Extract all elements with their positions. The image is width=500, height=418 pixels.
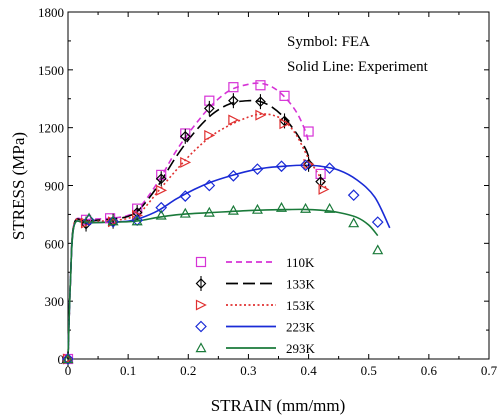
legend-label-133K: 133K bbox=[286, 277, 316, 292]
series-point-153K bbox=[279, 118, 291, 130]
series-point-293K bbox=[324, 202, 336, 213]
annotation-solid-line: Solid Line: Experiment bbox=[287, 59, 429, 75]
series-point-293K bbox=[227, 204, 239, 215]
x-tick-label: 0.3 bbox=[240, 363, 256, 378]
legend-label-110K: 110K bbox=[286, 255, 315, 270]
x-axis-ticks: 0 0.1 0.2 0.3 0.4 0.5 0.6 0.7 bbox=[65, 12, 498, 378]
series-point-223K bbox=[227, 170, 240, 182]
series-point-293K bbox=[372, 244, 384, 255]
series-point-223K bbox=[251, 163, 264, 175]
series-point-223K bbox=[275, 160, 288, 173]
legend-marker-133K bbox=[195, 276, 207, 291]
series-point-223K bbox=[107, 215, 119, 228]
y-tick-label: 0 bbox=[58, 352, 65, 367]
series-point-223K bbox=[299, 159, 312, 172]
legend-marker-110K bbox=[195, 256, 207, 268]
series-point-223K bbox=[347, 189, 360, 201]
series-point-223K bbox=[371, 216, 384, 228]
series-point-133K bbox=[303, 156, 314, 172]
series-point-293K bbox=[348, 217, 360, 228]
series-point-293K bbox=[300, 202, 312, 213]
series-point-153K bbox=[255, 109, 267, 121]
x-tick-label: 0.5 bbox=[361, 363, 377, 378]
series-point-223K bbox=[62, 353, 74, 365]
series-point-133K bbox=[155, 171, 167, 187]
legend-marker-293K bbox=[195, 342, 207, 353]
legend-label-223K: 223K bbox=[286, 320, 316, 335]
series-point-293K bbox=[179, 207, 191, 218]
series-point-110K bbox=[303, 126, 314, 137]
series-point-223K bbox=[155, 201, 168, 214]
series-point-293K bbox=[107, 215, 119, 226]
legend-marker-223K bbox=[195, 320, 207, 333]
series-point-110K bbox=[279, 90, 290, 101]
series-point-223K bbox=[203, 179, 216, 192]
series-point-153K bbox=[228, 114, 240, 126]
series-point-133K bbox=[203, 100, 215, 116]
series-point-223K bbox=[83, 214, 95, 227]
series-point-153K bbox=[204, 129, 216, 141]
y-tick-label: 1500 bbox=[38, 63, 64, 78]
series-point-110K bbox=[255, 80, 266, 91]
x-tick-label: 0.7 bbox=[481, 363, 498, 378]
series-point-293K bbox=[203, 206, 215, 217]
series-point-133K bbox=[179, 128, 191, 144]
legend-label-153K: 153K bbox=[286, 298, 316, 313]
y-axis-label: STRESS (MPa) bbox=[9, 132, 28, 240]
x-tick-label: 0.2 bbox=[180, 363, 196, 378]
x-tick-label: 0.4 bbox=[300, 363, 317, 378]
x-tick-label: 0.6 bbox=[421, 363, 438, 378]
series-point-293K bbox=[251, 203, 263, 214]
series-point-293K bbox=[131, 215, 143, 226]
legend-label-293K: 293K bbox=[286, 341, 316, 356]
x-axis-label: STRAIN (mm/mm) bbox=[211, 396, 346, 415]
y-tick-label: 900 bbox=[45, 179, 65, 194]
series-point-133K bbox=[255, 94, 266, 110]
y-tick-label: 1200 bbox=[38, 121, 64, 136]
x-tick-label: 0.1 bbox=[120, 363, 136, 378]
y-tick-label: 600 bbox=[45, 236, 65, 251]
series-point-293K bbox=[83, 212, 95, 223]
series-point-153K bbox=[80, 217, 92, 229]
legend: 110K 133K 153K 223K 293K bbox=[195, 255, 316, 356]
annotation-symbol: Symbol: FEA bbox=[287, 34, 370, 50]
series-point-153K bbox=[180, 156, 192, 168]
series-point-133K bbox=[228, 93, 239, 109]
series-markers bbox=[62, 80, 384, 367]
series-point-293K bbox=[275, 201, 288, 212]
y-axis-ticks: 0 300 600 900 1200 1500 1800 bbox=[38, 5, 489, 367]
x-tick-label: 0 bbox=[65, 363, 72, 378]
y-tick-label: 300 bbox=[45, 294, 65, 309]
series-point-110K bbox=[228, 82, 239, 93]
series-point-223K bbox=[179, 190, 192, 202]
legend-marker-153K bbox=[195, 299, 207, 311]
y-tick-label: 1800 bbox=[38, 5, 64, 20]
series-point-153K bbox=[318, 183, 330, 195]
series-point-293K bbox=[155, 209, 167, 220]
series-point-293K bbox=[62, 353, 74, 364]
series-point-153K bbox=[156, 184, 168, 196]
series-point-223K bbox=[323, 162, 336, 174]
